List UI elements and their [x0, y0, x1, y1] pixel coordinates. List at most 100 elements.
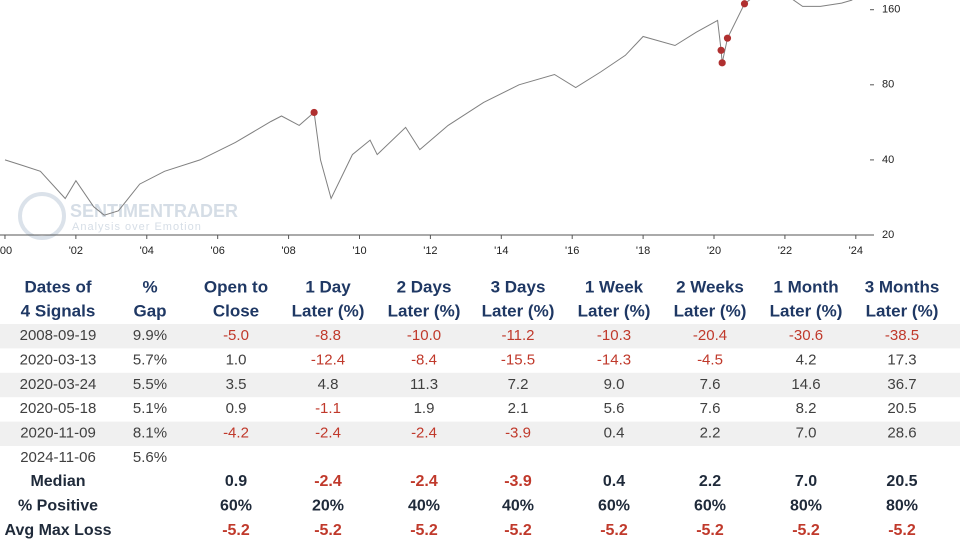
column-header: Later (%) — [292, 301, 365, 320]
signal-marker — [718, 59, 726, 67]
row-stripe — [0, 421, 960, 446]
x-tick-label: '08 — [281, 245, 295, 257]
table-cell: 7.6 — [700, 376, 721, 393]
x-tick-label: '04 — [140, 245, 154, 257]
x-tick-label: '22 — [778, 245, 792, 257]
signal-marker — [310, 108, 318, 117]
table-cell: 2020-03-13 — [20, 351, 97, 368]
column-header: Later (%) — [866, 301, 939, 320]
summary-cell: 0.9 — [225, 473, 247, 490]
table-cell: 28.6 — [887, 425, 916, 442]
summary-cell: 40% — [408, 498, 440, 515]
table-cell: 9.0 — [604, 376, 625, 393]
column-header: 1 Day — [305, 277, 351, 296]
table-cell: -11.2 — [501, 327, 534, 344]
summary-cell: -3.9 — [504, 473, 532, 490]
table-cell: 9.9% — [133, 327, 167, 344]
summary-label: Avg Max Loss — [5, 522, 112, 539]
table-cell: -5.0 — [223, 327, 249, 344]
column-header: 3 Days — [491, 277, 546, 296]
watermark-tagline: Analysis over Emotion — [72, 221, 202, 233]
table-cell: -20.4 — [693, 327, 727, 344]
table-cell: 17.3 — [887, 351, 916, 368]
table-cell: -2.4 — [411, 425, 437, 442]
table-cell: 2024-11-06 — [20, 449, 96, 466]
table-cell: 4.2 — [796, 351, 817, 368]
x-tick-label: '18 — [636, 245, 650, 257]
summary-cell: -5.2 — [696, 522, 724, 539]
table-cell: -14.3 — [597, 351, 631, 368]
table-cell: -38.5 — [885, 327, 919, 344]
summary-cell: 0.4 — [603, 473, 625, 490]
table-cell: 1.9 — [414, 400, 435, 417]
table-cell: 8.1% — [133, 425, 167, 442]
column-header: Gap — [133, 301, 166, 320]
column-header: Later (%) — [578, 301, 651, 320]
table-cell: 0.4 — [604, 425, 625, 442]
column-header: Later (%) — [674, 301, 747, 320]
y-tick-label: 80 — [882, 79, 894, 91]
table-cell: 3.5 — [226, 376, 247, 393]
plot-area — [4, 0, 853, 216]
table-cell: -30.6 — [789, 327, 823, 344]
table-cell: 2020-11-09 — [20, 425, 96, 442]
table-cell: 0.9 — [226, 400, 247, 417]
table-cell: 2008-09-19 — [20, 327, 97, 344]
column-header: 2 Days — [397, 277, 452, 296]
table-cell: 2.1 — [508, 400, 529, 417]
table-cell: 36.7 — [887, 376, 916, 393]
table-cell: 7.0 — [796, 425, 817, 442]
column-header: Close — [213, 301, 259, 320]
watermark: SENTIMENTRADER Analysis over Emotion — [18, 192, 238, 240]
table-cell: 5.7% — [133, 351, 167, 368]
table-cell: -1.1 — [315, 400, 341, 417]
table-cell: 14.6 — [791, 376, 820, 393]
summary-cell: 40% — [502, 498, 534, 515]
table-cell: -10.3 — [597, 327, 631, 344]
table-cell: -3.9 — [505, 425, 531, 442]
summary-cell: 7.0 — [795, 473, 817, 490]
row-stripe — [0, 324, 960, 349]
row-stripe — [0, 372, 960, 398]
table-cell: 5.5% — [133, 376, 167, 393]
table-cell: 8.2 — [796, 400, 817, 417]
table-cell: -10.0 — [407, 327, 441, 344]
column-header: 1 Week — [585, 277, 644, 296]
summary-cell: -5.2 — [410, 522, 438, 539]
table-cell: 20.5 — [887, 400, 916, 417]
table-cell: 11.3 — [410, 376, 438, 393]
x-tick-label: '06 — [211, 245, 225, 257]
summary-cell: -5.2 — [222, 522, 250, 539]
table-cell: 2020-03-24 — [20, 376, 97, 393]
summary-cell: 2.2 — [699, 473, 721, 490]
watermark-logo — [18, 192, 66, 240]
table-cell: 5.1% — [133, 400, 167, 417]
x-tick-label: '24 — [849, 245, 863, 257]
column-header: 3 Months — [865, 277, 940, 296]
price-line — [4, 0, 853, 216]
summary-cell: 80% — [886, 498, 918, 515]
column-header: Dates of — [24, 277, 91, 296]
x-tick-label: '14 — [494, 245, 508, 257]
summary-cell: -5.2 — [314, 522, 342, 539]
table-cell: 7.6 — [700, 400, 721, 417]
summary-label: Median — [30, 473, 85, 490]
x-tick-label: '16 — [565, 245, 579, 257]
signal-marker — [740, 0, 749, 8]
summary-cell: -5.2 — [792, 522, 820, 539]
table-cell: -2.4 — [315, 425, 341, 442]
column-header: % — [142, 277, 157, 296]
table-cell: -4.2 — [223, 425, 249, 442]
column-header: 1 Month — [773, 277, 838, 296]
table-cell: -12.4 — [311, 351, 345, 368]
summary-cell: -5.2 — [888, 522, 916, 539]
x-tick-label: '00 — [0, 245, 12, 257]
summary-cell: -5.2 — [600, 522, 628, 539]
table-cell: -15.5 — [501, 351, 535, 368]
summary-cell: 60% — [220, 498, 252, 515]
x-tick-label: '12 — [423, 245, 437, 257]
summary-cell: 20% — [312, 498, 344, 515]
y-tick-label: 40 — [882, 154, 894, 166]
summary-cell: 80% — [790, 498, 822, 515]
